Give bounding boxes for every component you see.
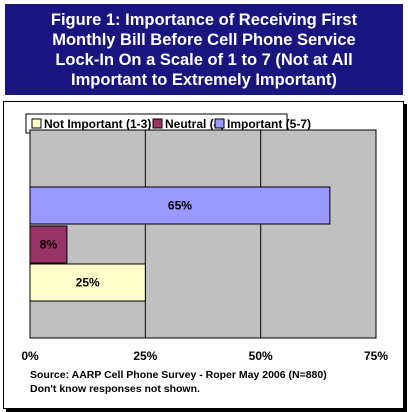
source-note: Source: AARP Cell Phone Survey - Roper M… xyxy=(30,369,327,381)
legend-label-not-important: Not Important (1-3) xyxy=(44,117,151,131)
plot-area xyxy=(29,129,377,339)
bar-value-label: 65% xyxy=(168,199,192,213)
title-line-4: Important to Extremely Important) xyxy=(71,70,337,89)
footnote: Don't know responses not shown. xyxy=(30,383,200,395)
x-axis-ticks: 0% 25% 50% 75% xyxy=(21,349,388,363)
legend-swatch-important xyxy=(214,118,225,129)
title-line-1: Figure 1: Importance of Receiving First xyxy=(50,10,358,29)
legend-label-important: Important (5-7) xyxy=(227,117,311,131)
bar-chart: Not Important (1-3) Neutral (4) Importan… xyxy=(21,113,388,395)
legend-swatch-neutral xyxy=(152,118,163,129)
bar-labels: 25% 8% 65% xyxy=(40,199,192,290)
bar-important-5-7 xyxy=(29,186,331,225)
legend-label-neutral: Neutral (4) xyxy=(165,117,224,131)
x-tick-label: 25% xyxy=(133,349,157,363)
bar-neutral-4 xyxy=(29,225,68,264)
bars xyxy=(29,186,331,302)
title-line-2: Monthly Bill Before Cell Phone Service xyxy=(52,30,356,49)
title-line-3: Lock-In On a Scale of 1 to 7 (Not at All xyxy=(55,50,353,69)
x-tick-label: 0% xyxy=(21,349,39,363)
legend-swatch-not-important xyxy=(31,118,42,129)
legend: Not Important (1-3) Neutral (4) Importan… xyxy=(25,113,311,134)
grid-lines xyxy=(144,130,262,338)
chart-frame: Not Important (1-3) Neutral (4) Importan… xyxy=(3,101,404,409)
x-tick-label: 50% xyxy=(249,349,273,363)
bar-value-label: 25% xyxy=(76,276,100,290)
bar-not-important-1-3 xyxy=(29,263,146,302)
x-tick-label: 75% xyxy=(364,349,388,363)
bar-value-label: 8% xyxy=(40,238,58,252)
figure-title: Figure 1: Importance of Receiving First … xyxy=(5,4,403,95)
